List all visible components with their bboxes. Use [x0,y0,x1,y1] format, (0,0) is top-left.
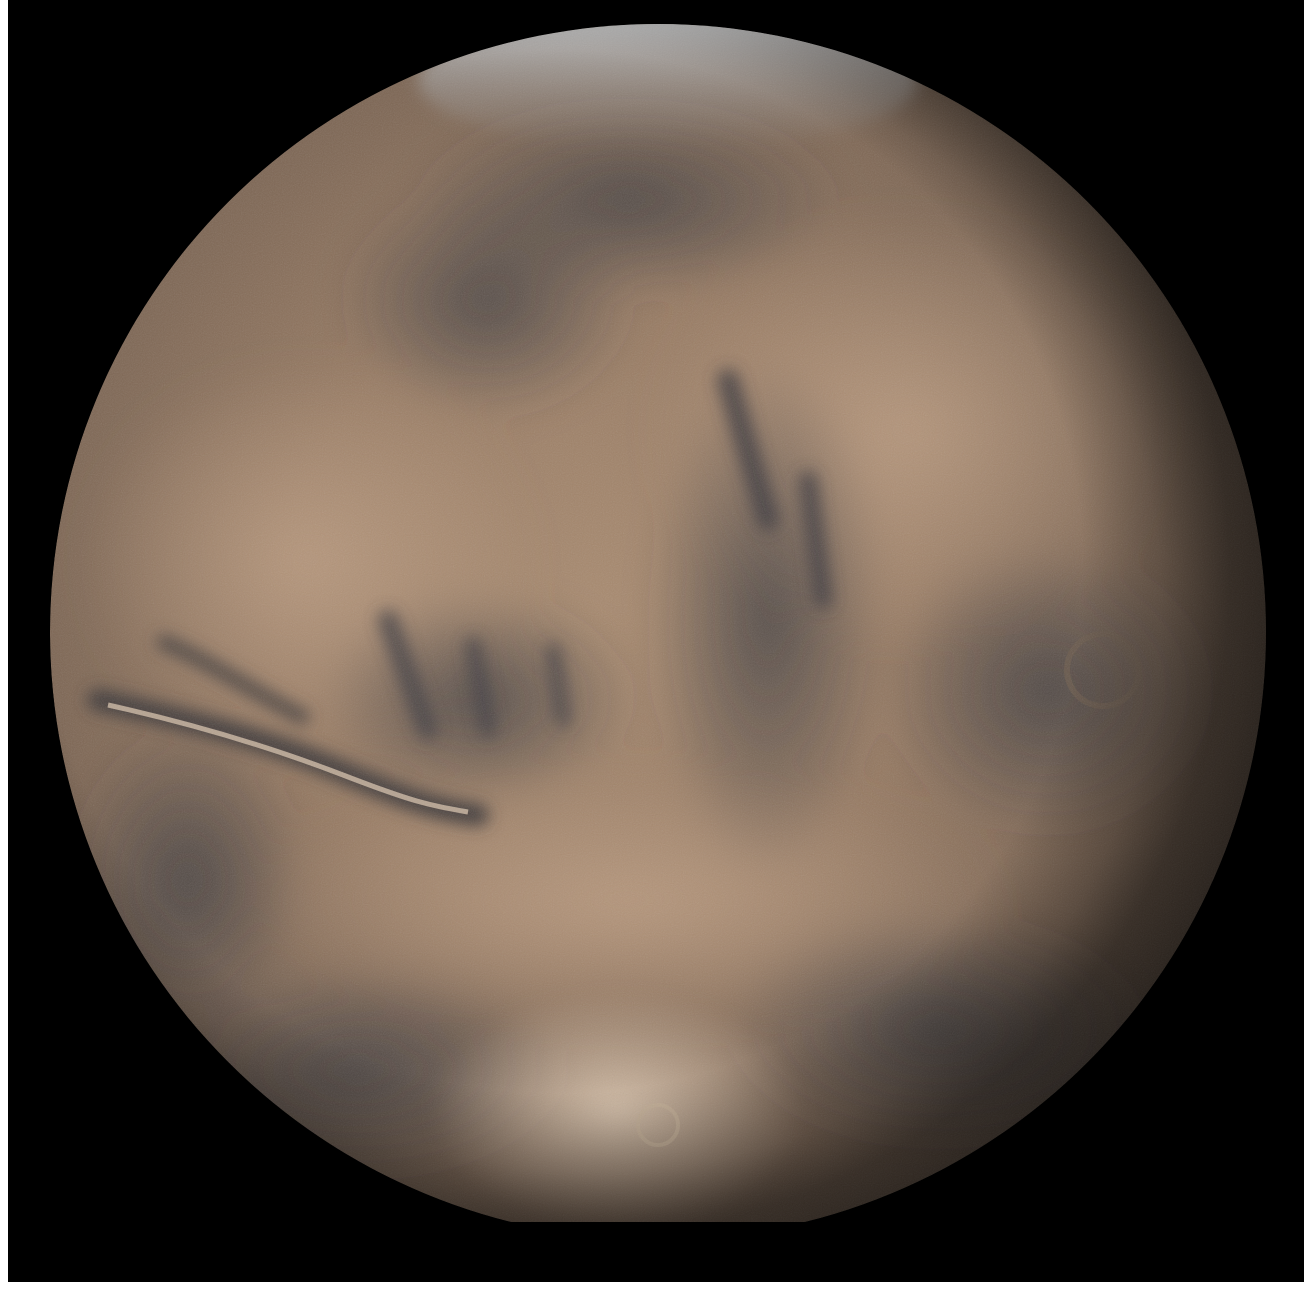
mars-disc [50,24,1266,1240]
photo-frame [8,0,1304,1282]
mars-photo [8,24,1304,1282]
